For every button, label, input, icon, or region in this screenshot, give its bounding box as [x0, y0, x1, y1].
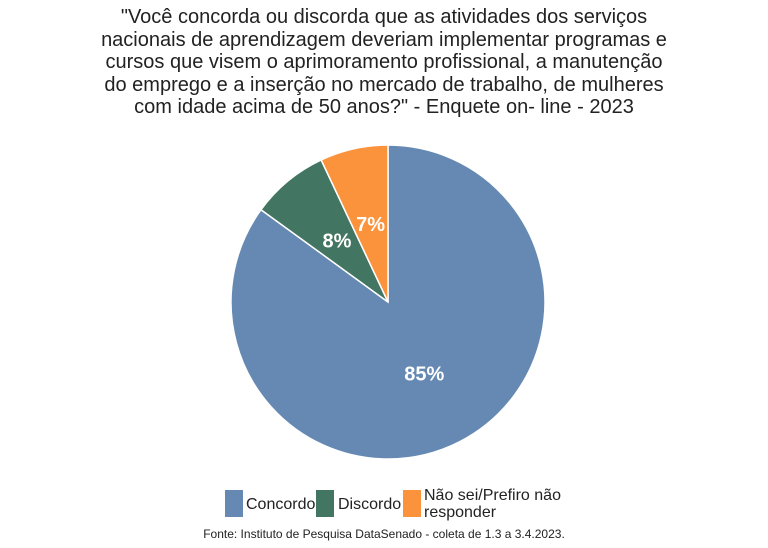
legend-label-nao-sei: Não sei/Prefiro não responder — [424, 487, 561, 521]
legend-label-concordo: Concordo — [246, 496, 316, 513]
legend-swatch-concordo — [225, 490, 243, 517]
title-line: do emprego e a inserção no mercado de tr… — [104, 73, 664, 96]
chart-title: "Você concorda ou discorda que as ativid… — [0, 6, 768, 119]
legend-swatch-discordo — [316, 490, 334, 517]
title-line: com idade acima de 50 anos?" - Enquete o… — [134, 96, 634, 119]
title-line: cursos que visem o aprimoramento profiss… — [105, 51, 663, 74]
slice-label-0: 85% — [404, 363, 444, 385]
legend-label-discordo: Discordo — [338, 496, 402, 513]
pie-slice-2 — [320, 144, 389, 303]
legend-swatch-nao-sei — [403, 490, 421, 517]
source-footer: Fonte: Instituto de Pesquisa DataSenado … — [203, 527, 565, 541]
title-line: nacionais de aprendizagem deveriam imple… — [101, 28, 667, 51]
legend-label-line: Não sei/Prefiro não — [424, 487, 561, 504]
slice-label-1: 8% — [323, 230, 352, 252]
title-line: "Você concorda ou discorda que as ativid… — [120, 6, 648, 28]
slice-label-2: 7% — [356, 214, 385, 236]
legend-label-line: responder — [424, 504, 497, 521]
